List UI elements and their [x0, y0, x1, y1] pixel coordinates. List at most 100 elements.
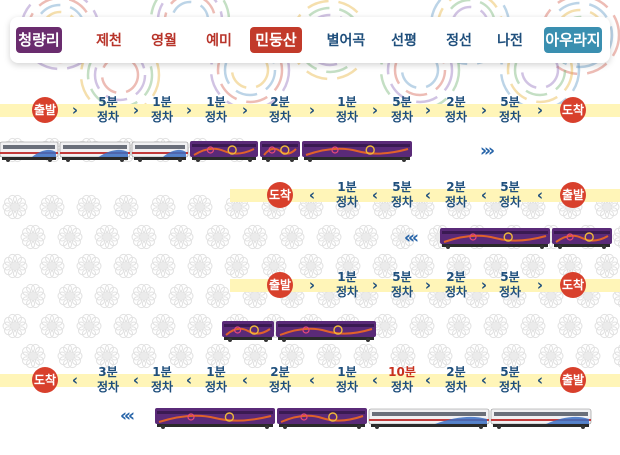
motion-left-icon: ‹‹‹	[120, 406, 135, 426]
stop-time: 1분	[152, 95, 172, 109]
arrow-left-icon: ‹	[185, 371, 193, 389]
arrow-left-icon: ‹	[71, 371, 79, 389]
stop-duration: 2분 정차	[436, 95, 476, 125]
route-stripe	[230, 189, 620, 202]
stop-time: 2분	[270, 365, 290, 379]
arrow-right-icon: ›	[185, 101, 193, 119]
nav-station-jeongseon[interactable]: 정선	[446, 33, 472, 49]
motion-right-icon: ›››	[480, 141, 495, 161]
stop-duration: 5분 정차	[490, 365, 530, 395]
stop-time: 2분	[446, 270, 466, 284]
stop-label: 정차	[204, 380, 228, 394]
stop-time: 1분	[337, 270, 357, 284]
stop-label: 정차	[150, 110, 174, 124]
stop-duration: 1분 정차	[142, 365, 182, 395]
arrow-right-icon: ›	[480, 276, 488, 294]
stop-time: 5분	[98, 95, 118, 109]
stop-time: 5분	[500, 270, 520, 284]
stop-duration: 5분 정차	[382, 95, 422, 125]
stop-label: 정차	[204, 110, 228, 124]
stop-label: 정차	[498, 195, 522, 209]
stop-label: 정차	[444, 110, 468, 124]
stop-time: 5분	[392, 180, 412, 194]
arrow-left-icon: ‹	[480, 186, 488, 204]
stop-duration: 10분 정차	[382, 365, 422, 395]
stop-duration: 5분 정차	[382, 270, 422, 300]
arrow-right-icon: ›	[71, 101, 79, 119]
stop-label: 정차	[335, 380, 359, 394]
nav-station-yemi[interactable]: 예미	[206, 33, 232, 49]
arrow-right-icon: ›	[424, 101, 432, 119]
stop-duration: 3분 정차	[88, 365, 128, 395]
stop-duration: 2분 정차	[260, 365, 300, 395]
stop-time: 2분	[270, 95, 290, 109]
stop-label: 정차	[498, 380, 522, 394]
stop-time: 1분	[152, 365, 172, 379]
stop-time: 5분	[500, 180, 520, 194]
stop-time: 3분	[98, 365, 118, 379]
stop-time: 1분	[206, 365, 226, 379]
nav-station-najeon[interactable]: 나전	[497, 33, 523, 49]
nav-station-mindungsan[interactable]: 민둥산	[250, 27, 302, 53]
arrow-right-icon: ›	[536, 276, 544, 294]
stop-duration: 2분 정차	[436, 180, 476, 210]
arrow-left-icon: ‹	[536, 371, 544, 389]
stop-label: 정차	[390, 110, 414, 124]
stop-time: 2분	[446, 95, 466, 109]
arrow-left-icon: ‹	[536, 186, 544, 204]
stop-label: 정차	[96, 380, 120, 394]
train-image	[155, 407, 593, 434]
arrow-right-icon: ›	[132, 101, 140, 119]
stop-duration: 1분 정차	[196, 95, 236, 125]
stop-duration: 2분 정차	[436, 365, 476, 395]
arrival-badge: 도착	[32, 367, 58, 393]
arrival-badge: 도착	[267, 182, 293, 208]
stop-time: 5분	[392, 95, 412, 109]
departure-badge: 출발	[32, 97, 58, 123]
arrow-right-icon: ›	[241, 101, 249, 119]
arrow-left-icon: ‹	[308, 371, 316, 389]
stop-time: 10분	[388, 365, 416, 379]
stop-label: 정차	[268, 380, 292, 394]
stop-label: 정차	[498, 110, 522, 124]
arrow-left-icon: ‹	[371, 371, 379, 389]
arrow-left-icon: ‹	[371, 186, 379, 204]
stop-duration: 5분 정차	[490, 95, 530, 125]
route-stripe	[0, 374, 620, 387]
stop-duration: 1분 정차	[196, 365, 236, 395]
arrow-left-icon: ‹	[132, 371, 140, 389]
train-image	[440, 227, 614, 254]
stop-label: 정차	[444, 285, 468, 299]
stop-duration: 2분 정차	[436, 270, 476, 300]
nav-station-jecheon[interactable]: 제천	[96, 33, 122, 49]
arrow-right-icon: ›	[371, 276, 379, 294]
nav-station-cheongnyangni[interactable]: 청량리	[16, 27, 62, 53]
arrow-left-icon: ‹	[424, 186, 432, 204]
stop-label: 정차	[390, 285, 414, 299]
stop-duration: 1분 정차	[327, 95, 367, 125]
stop-label: 정차	[444, 195, 468, 209]
departure-badge: 출발	[560, 182, 586, 208]
stop-duration: 5분 정차	[382, 180, 422, 210]
arrow-right-icon: ›	[536, 101, 544, 119]
stop-time: 2분	[446, 365, 466, 379]
arrow-left-icon: ‹	[424, 371, 432, 389]
arrival-badge: 도착	[560, 97, 586, 123]
stop-duration: 5분 정차	[88, 95, 128, 125]
stop-duration: 1분 정차	[327, 180, 367, 210]
motion-left-icon: ‹‹‹	[404, 228, 419, 248]
stop-duration: 1분 정차	[327, 270, 367, 300]
stop-time: 5분	[392, 270, 412, 284]
stop-time: 5분	[500, 95, 520, 109]
stop-time: 1분	[206, 95, 226, 109]
stop-duration: 5분 정차	[490, 180, 530, 210]
nav-station-seonpyeong[interactable]: 선평	[391, 33, 417, 49]
arrow-right-icon: ›	[424, 276, 432, 294]
stop-time: 1분	[337, 180, 357, 194]
arrow-left-icon: ‹	[308, 186, 316, 204]
nav-station-byeoreogok[interactable]: 별어곡	[326, 33, 366, 49]
stop-time: 1분	[337, 95, 357, 109]
nav-station-yeongwol[interactable]: 영월	[151, 33, 177, 49]
stop-label: 정차	[335, 195, 359, 209]
nav-station-auraji[interactable]: 아우라지	[544, 27, 602, 53]
